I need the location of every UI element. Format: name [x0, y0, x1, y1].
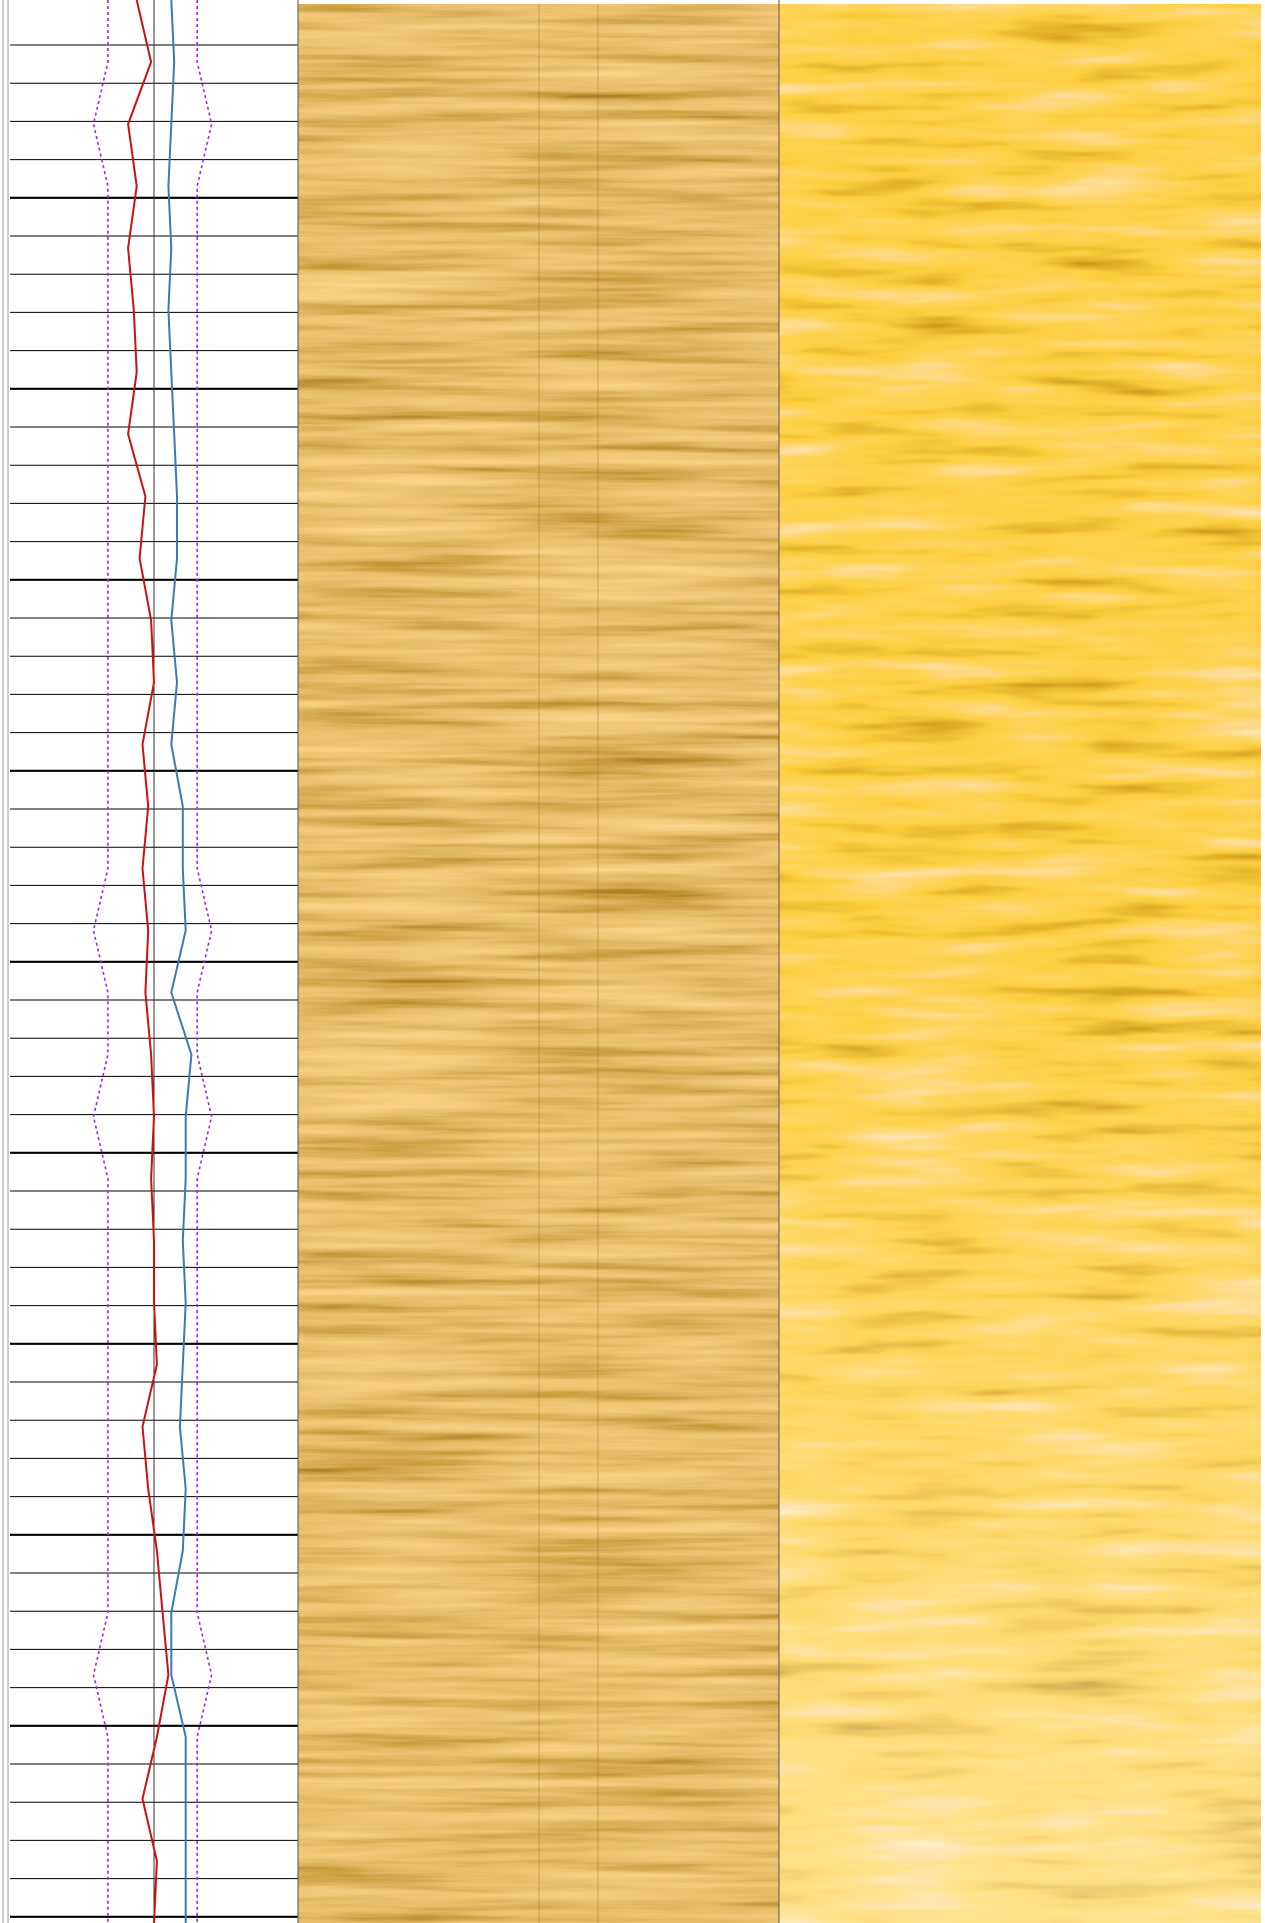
image-track-overlay	[779, 4, 1261, 1923]
curve-track	[10, 0, 298, 1923]
log-curve	[167, 0, 193, 1923]
bound-curve	[92, 0, 109, 1923]
bound-curve	[196, 0, 213, 1923]
image-track-static	[298, 4, 779, 1923]
log-curve	[127, 0, 170, 1923]
